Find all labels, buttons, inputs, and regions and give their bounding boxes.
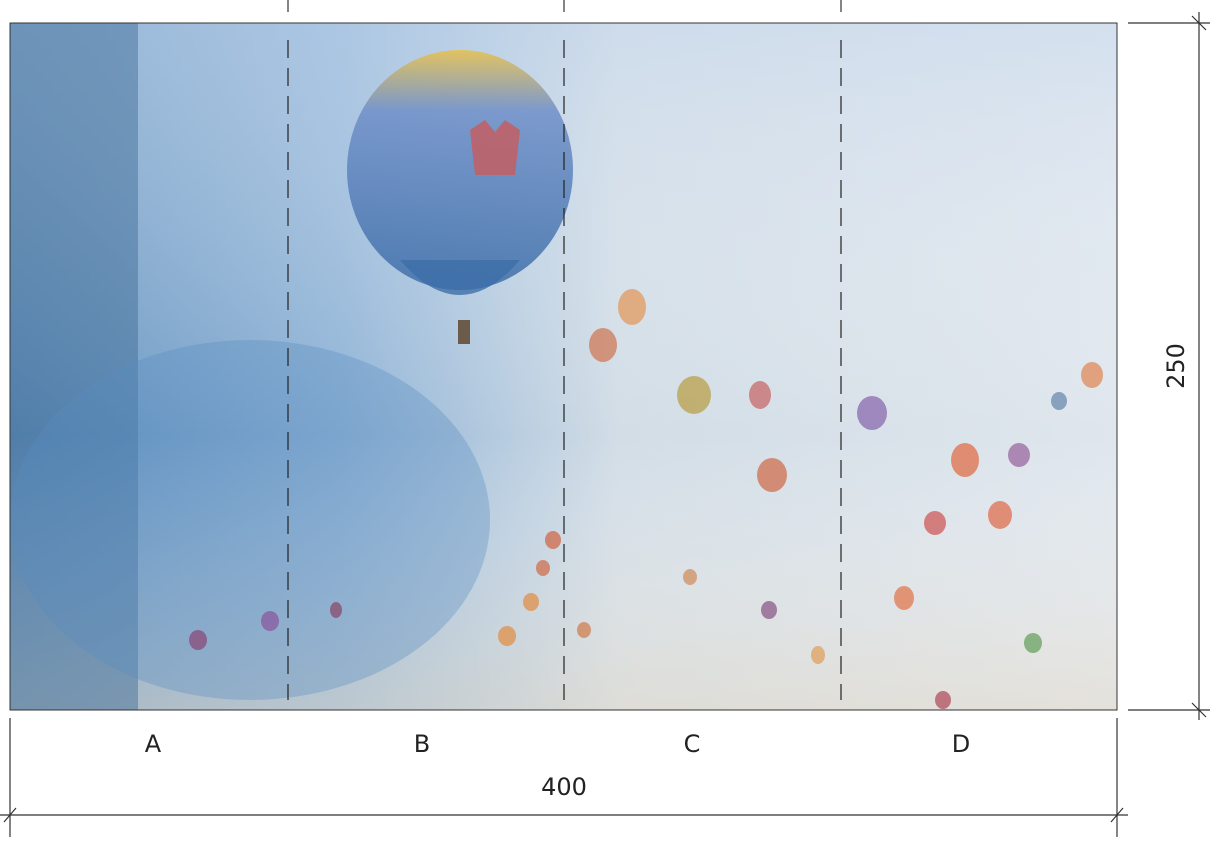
panel-label: A [145, 730, 162, 758]
panel-labels: A B C D [145, 730, 970, 758]
panel-label: D [952, 730, 970, 758]
mural-layout: A B C D 400 250 [0, 0, 1223, 837]
width-label: 400 [541, 773, 587, 801]
height-dimension: 250 [1128, 12, 1210, 720]
panel-label: B [414, 730, 430, 758]
panel-label: C [684, 730, 701, 758]
height-label: 250 [1162, 343, 1190, 389]
